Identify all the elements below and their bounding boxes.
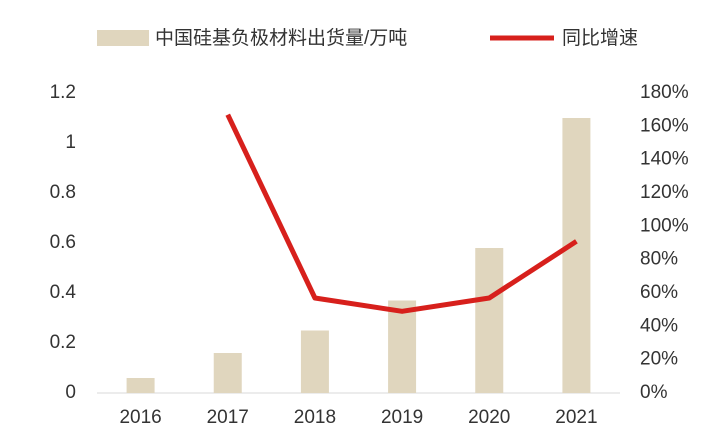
y2-tick-label: 140% (640, 149, 689, 170)
y-tick-label: 1.2 (50, 82, 76, 103)
y2-tick-label: 60% (640, 282, 678, 303)
x-tick-label: 2020 (468, 407, 510, 428)
legend-swatch (97, 30, 149, 46)
y-tick-label: 1 (65, 132, 76, 153)
y-tick-label: 0.8 (50, 182, 76, 203)
bar (126, 378, 155, 393)
y-tick-label: 0.6 (50, 232, 76, 253)
bar (475, 248, 504, 393)
legend-label: 同比增速 (562, 27, 638, 49)
x-tick-label: 2017 (207, 407, 249, 428)
line (225, 113, 578, 314)
y2-tick-label: 180% (640, 82, 689, 103)
y-tick-label: 0.4 (50, 282, 77, 303)
y-tick-label: 0.2 (50, 332, 76, 353)
bar (213, 353, 242, 393)
y2-tick-label: 0% (640, 382, 668, 403)
bar (562, 118, 591, 393)
x-tick-label: 2021 (555, 407, 597, 428)
y2-tick-label: 160% (640, 115, 689, 136)
bar (388, 300, 417, 393)
y2-tick-label: 40% (640, 315, 678, 336)
y-tick-label: 0 (65, 382, 76, 403)
legend-label: 中国硅基负极材料出货量/万吨 (155, 27, 407, 49)
y2-tick-label: 120% (640, 182, 689, 203)
x-tick-label: 2018 (294, 407, 336, 428)
x-tick-label: 2019 (381, 407, 423, 428)
y2-tick-label: 20% (640, 349, 678, 370)
y2-tick-label: 80% (640, 249, 678, 270)
x-tick-label: 2016 (119, 407, 161, 428)
bar (300, 330, 329, 393)
y2-tick-label: 100% (640, 215, 689, 236)
